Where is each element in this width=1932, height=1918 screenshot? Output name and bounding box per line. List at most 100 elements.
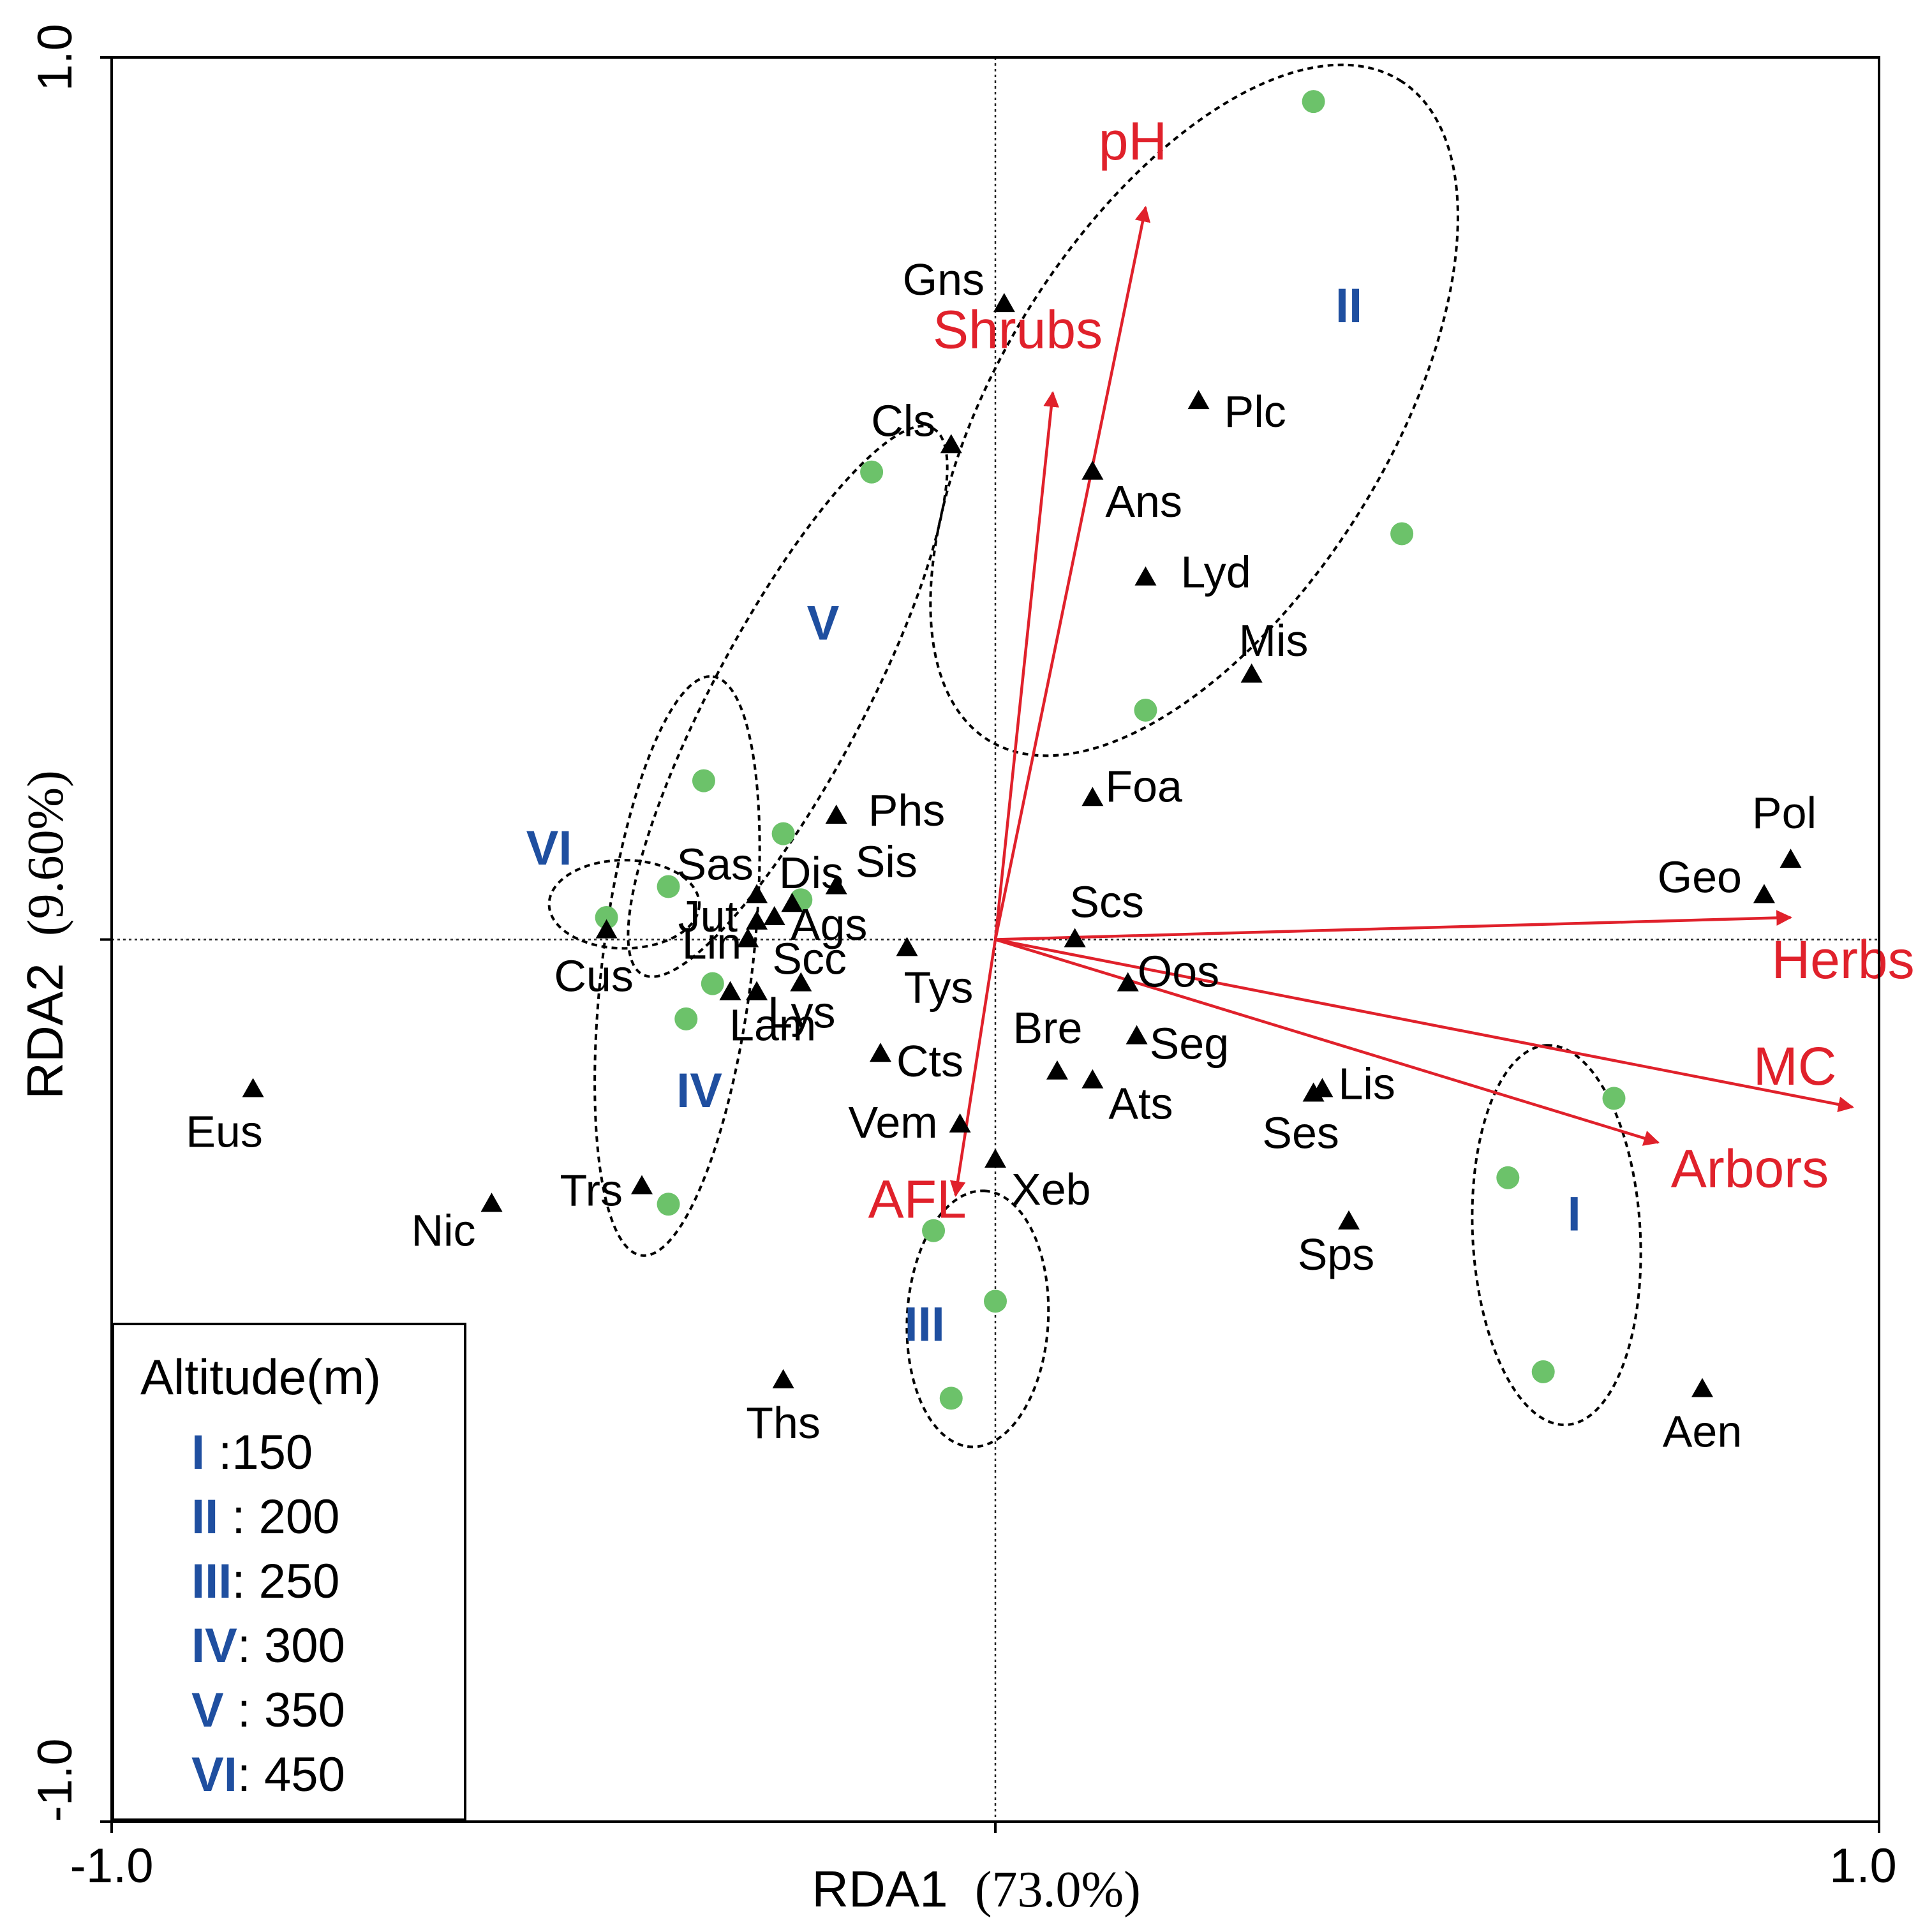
species-label-ats: Ats <box>1108 1079 1173 1129</box>
species-label-cus: Cus <box>554 951 633 1001</box>
species-label-tys: Tys <box>904 962 974 1012</box>
legend-entry: II : 200 <box>191 1490 339 1544</box>
species-marker-aen <box>1691 1378 1713 1397</box>
species-label-sps: Sps <box>1298 1230 1375 1279</box>
group-label-i: I <box>1568 1187 1581 1242</box>
species-marker-ses <box>1302 1082 1325 1102</box>
species-marker-nic <box>480 1193 503 1212</box>
site-point <box>1531 1360 1555 1383</box>
species-label-dis: Dis <box>779 848 843 898</box>
legend-entry-code: V <box>191 1683 224 1737</box>
species-label-vem: Vem <box>849 1097 938 1147</box>
species-marker-ags <box>763 905 785 925</box>
species-marker-eus <box>242 1078 264 1097</box>
species-marker-lam <box>746 981 768 1000</box>
species-marker-jut <box>746 910 768 930</box>
group-label-iv: IV <box>676 1064 722 1118</box>
group-label-iii: III <box>905 1298 945 1352</box>
species-marker-cus <box>595 919 618 939</box>
y-tick-max: 1.0 <box>28 24 82 91</box>
group-label-vi: VI <box>526 821 572 875</box>
arrow-label-ph: pH <box>1099 111 1167 171</box>
species-marker-dis <box>781 893 803 912</box>
site-point <box>922 1219 946 1242</box>
species-marker-cts <box>869 1043 891 1062</box>
species-marker-tys <box>896 937 918 956</box>
plot-frame <box>100 56 1880 1833</box>
species-label-plc: Plc <box>1224 387 1286 436</box>
species-label-nic: Nic <box>411 1205 475 1255</box>
y-axis-label: RDA2 <box>17 963 73 1099</box>
group-ellipse-iv <box>593 675 761 1257</box>
legend-entry: I :150 <box>191 1425 313 1480</box>
y-tick-min: -1.0 <box>28 1739 82 1822</box>
species-label-lin: Lin <box>682 919 741 969</box>
species-marker-scc <box>790 972 812 992</box>
species-label-scs: Scs <box>1069 877 1144 927</box>
arrow-label-mc: MC <box>1753 1036 1837 1096</box>
group-ellipse-ii <box>929 63 1459 757</box>
legend-entry-value: : 250 <box>232 1554 339 1609</box>
group-label-v: V <box>807 596 840 650</box>
x-tick-max: 1.0 <box>1829 1839 1897 1893</box>
legend-title: Altitude(m) <box>140 1349 381 1405</box>
species-label-aen: Aen <box>1663 1407 1743 1457</box>
site-point <box>1496 1166 1520 1189</box>
site-point <box>1302 90 1325 114</box>
arrow-label-herbs: Herbs <box>1772 930 1915 990</box>
species-marker-trs <box>631 1175 653 1194</box>
species-marker-lin <box>737 928 759 948</box>
zero-lines <box>112 57 1879 1822</box>
group-ellipse-vi <box>547 859 701 950</box>
arrow-label-shrubs: Shrubs <box>933 299 1103 359</box>
legend-entry-value: :150 <box>205 1425 313 1480</box>
legend-entry-value: : 450 <box>237 1748 345 1802</box>
species-label-geo: Geo <box>1658 852 1742 902</box>
legend-entry-code: VI <box>191 1748 237 1802</box>
species-marker-gns <box>993 293 1015 313</box>
legend-box <box>112 1323 466 1821</box>
species-marker-foa <box>1081 787 1104 807</box>
arrow-mc <box>995 938 1854 1113</box>
species-marker-ths <box>772 1369 794 1388</box>
species-label-cls: Cls <box>871 396 935 445</box>
species-marker-sis <box>825 875 847 895</box>
species-marker-pol <box>1780 849 1802 868</box>
legend-entry: V : 350 <box>191 1683 345 1737</box>
species-label-lys: Lys <box>768 987 835 1037</box>
site-point <box>1390 522 1414 546</box>
arrow-afl <box>949 939 997 1197</box>
legend-entry: IV: 300 <box>191 1619 345 1673</box>
species-marker-plc <box>1187 390 1210 410</box>
species-label-lam: Lam <box>729 1000 816 1050</box>
species-label-sas: Sas <box>676 839 754 889</box>
species-label-scc: Scc <box>772 934 847 984</box>
site-point <box>1602 1087 1626 1110</box>
species-marker-bre <box>1046 1060 1068 1080</box>
species-marker-vem <box>949 1113 971 1133</box>
species-marker-phs <box>825 804 847 824</box>
group-ellipse-i <box>1471 1044 1642 1427</box>
legend-entry-value: : 300 <box>237 1619 345 1673</box>
species-label-gns: Gns <box>903 255 985 304</box>
species-label-pol: Pol <box>1752 788 1817 838</box>
species-label-ths: Ths <box>746 1398 821 1448</box>
species-marker-sps <box>1338 1210 1360 1230</box>
site-point <box>657 1193 680 1216</box>
species-label-ags: Ags <box>791 900 868 949</box>
site-point <box>1134 699 1157 722</box>
arrow-label-afl: AFL <box>868 1169 967 1229</box>
arrow-label-arbors: Arbors <box>1671 1138 1829 1198</box>
group-ellipse-v <box>627 424 949 978</box>
environment-arrows: pH Shrubs Herbs MC Arbors AFL <box>868 111 1915 1229</box>
site-points <box>595 90 1626 1410</box>
species-marker-xeb <box>985 1149 1006 1168</box>
site-point <box>701 972 724 995</box>
species-label-mis: Mis <box>1239 616 1309 665</box>
species-marker-geo <box>1753 884 1775 903</box>
species-label-sis: Sis <box>856 837 918 887</box>
legend-entry: VI: 450 <box>191 1748 345 1802</box>
